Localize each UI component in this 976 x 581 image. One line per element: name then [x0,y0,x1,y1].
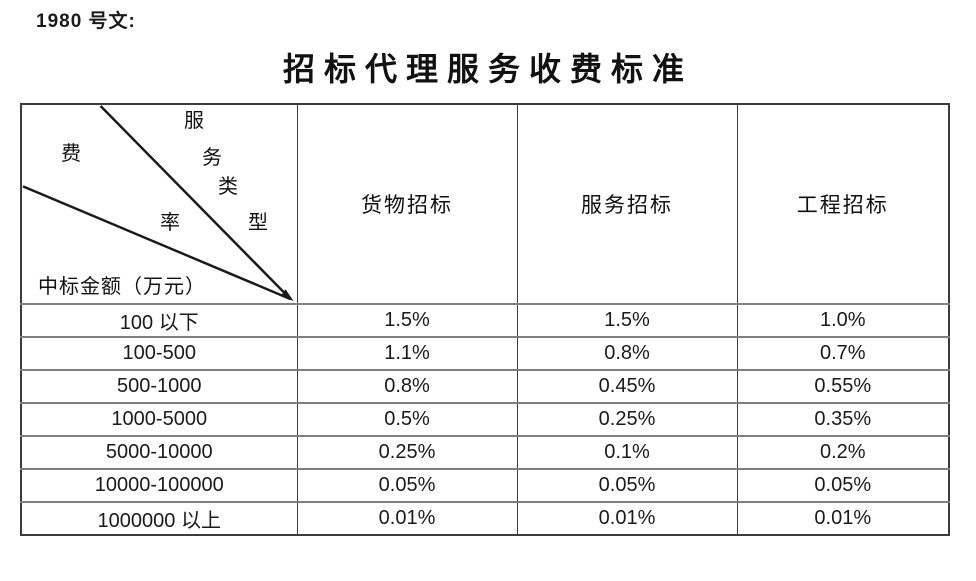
doc-reference: 1980 号文: [36,11,136,32]
rate-cell: 0.8% [516,336,738,371]
rate-cell: 0.25% [516,402,738,437]
table-row: 100 以下 1.5% 1.5% 1.0% [20,303,950,338]
row-label-amount-range: 1000-5000 [20,402,298,437]
rate-cell: 0.55% [736,369,950,404]
row-label-amount-range: 1000000 以上 [20,501,298,536]
corner-label-rate-char: 率 [160,210,180,234]
corner-label-service-char: 务 [202,145,222,169]
rate-cell: 0.05% [296,468,518,503]
table-row: 1000000 以上 0.01% 0.01% 0.01% [20,501,950,536]
column-header-works-bidding: 工程招标 [736,103,950,305]
diagonal-divider-lines [22,105,294,302]
row-label-amount-range: 5000-10000 [20,435,298,470]
table-row: 100-500 1.1% 0.8% 0.7% [20,336,950,371]
table-row: 1000-5000 0.5% 0.25% 0.35% [20,402,950,437]
table-row: 500-1000 0.8% 0.45% 0.55% [20,369,950,404]
corner-label-fee-char: 费 [61,141,81,165]
rate-cell: 0.25% [296,435,518,470]
fee-table: 费 服 务 类 型 率 中标金额（万元） 货物招标 服务招标 工程招标 100 … [20,103,950,536]
rate-cell: 1.5% [296,303,518,338]
rate-cell: 0.01% [296,501,518,536]
rate-cell: 0.05% [736,468,950,503]
rate-cell: 0.45% [516,369,738,404]
column-header-service-bidding: 服务招标 [516,103,738,305]
table-header-row: 费 服 务 类 型 率 中标金额（万元） 货物招标 服务招标 工程招标 [20,103,950,305]
row-label-amount-range: 100-500 [20,336,298,371]
rate-cell: 1.0% [736,303,950,338]
corner-header-cell: 费 服 务 类 型 率 中标金额（万元） [20,103,298,305]
row-label-amount-range: 500-1000 [20,369,298,404]
rate-cell: 1.5% [516,303,738,338]
rate-cell: 0.01% [736,501,950,536]
rate-cell: 0.2% [736,435,950,470]
rate-cell: 0.01% [516,501,738,536]
rate-cell: 0.5% [296,402,518,437]
rate-cell: 1.1% [296,336,518,371]
rate-cell: 0.8% [296,369,518,404]
arrowhead [280,289,294,302]
rate-cell: 0.1% [516,435,738,470]
corner-label-service-char: 类 [218,174,238,198]
table-row: 5000-10000 0.25% 0.1% 0.2% [20,435,950,470]
table-row: 10000-100000 0.05% 0.05% 0.05% [20,468,950,503]
rate-cell: 0.35% [736,402,950,437]
row-label-amount-range: 10000-100000 [20,468,298,503]
column-header-goods-bidding: 货物招标 [296,103,518,305]
page-title: 招标代理服务收费标准 [282,50,693,88]
corner-label-service-char: 型 [248,210,268,234]
corner-label-service-char: 服 [184,108,204,132]
rate-cell: 0.7% [736,336,950,371]
row-label-amount-range: 100 以下 [20,303,298,338]
corner-label-bid-amount: 中标金额（万元） [38,274,206,298]
rate-cell: 0.05% [516,468,738,503]
